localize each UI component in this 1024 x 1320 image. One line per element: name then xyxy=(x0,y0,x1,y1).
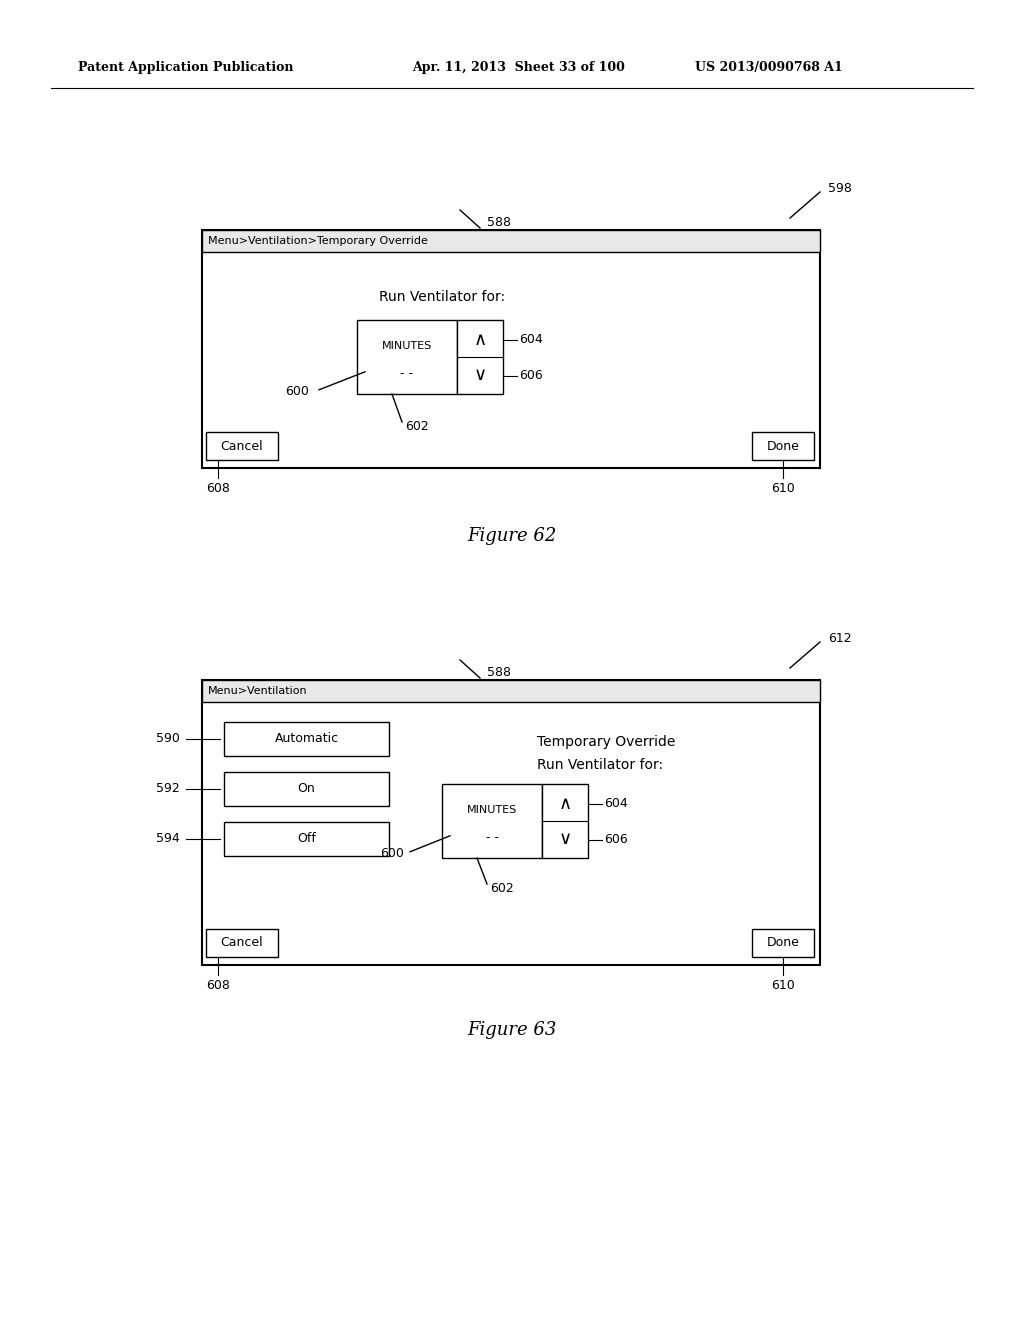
Bar xyxy=(224,822,389,855)
Text: 610: 610 xyxy=(771,482,795,495)
Bar xyxy=(206,432,278,459)
Text: Figure 63: Figure 63 xyxy=(467,1020,557,1039)
Text: 602: 602 xyxy=(490,883,514,895)
Bar xyxy=(442,784,542,858)
Text: 600: 600 xyxy=(285,385,309,399)
Text: Patent Application Publication: Patent Application Publication xyxy=(78,62,294,74)
Text: 610: 610 xyxy=(771,979,795,993)
Text: 590: 590 xyxy=(156,733,180,746)
Text: 594: 594 xyxy=(157,833,180,846)
Bar xyxy=(542,784,588,858)
Text: Figure 62: Figure 62 xyxy=(467,527,557,545)
Text: Done: Done xyxy=(767,440,800,453)
Text: MINUTES: MINUTES xyxy=(382,341,432,351)
Text: 588: 588 xyxy=(487,215,511,228)
Bar xyxy=(202,230,820,252)
Text: US 2013/0090768 A1: US 2013/0090768 A1 xyxy=(695,62,843,74)
Text: 606: 606 xyxy=(519,370,543,381)
Text: 602: 602 xyxy=(406,421,429,433)
Text: On: On xyxy=(298,783,315,796)
Text: MINUTES: MINUTES xyxy=(467,805,517,814)
Bar xyxy=(457,319,503,393)
Text: 606: 606 xyxy=(604,833,628,846)
Text: ∧: ∧ xyxy=(473,331,486,348)
Bar xyxy=(202,680,820,965)
Text: Off: Off xyxy=(297,833,316,846)
Text: Run Ventilator for:: Run Ventilator for: xyxy=(537,758,664,772)
Bar xyxy=(752,929,814,957)
Text: Cancel: Cancel xyxy=(221,936,263,949)
Text: Menu>Ventilation: Menu>Ventilation xyxy=(208,686,307,696)
Text: 612: 612 xyxy=(828,631,852,644)
Bar xyxy=(224,722,389,756)
Text: 608: 608 xyxy=(206,482,230,495)
Text: Run Ventilator for:: Run Ventilator for: xyxy=(379,290,505,304)
Text: 608: 608 xyxy=(206,979,230,993)
Bar xyxy=(206,929,278,957)
Text: Temporary Override: Temporary Override xyxy=(537,735,676,748)
Bar xyxy=(202,230,820,469)
Text: 604: 604 xyxy=(604,797,628,810)
Text: 592: 592 xyxy=(157,783,180,796)
Text: 598: 598 xyxy=(828,181,852,194)
Text: 604: 604 xyxy=(519,334,543,346)
Text: ∨: ∨ xyxy=(558,830,571,849)
Text: Menu>Ventilation>Temporary Override: Menu>Ventilation>Temporary Override xyxy=(208,236,428,246)
Text: 588: 588 xyxy=(487,665,511,678)
Text: ∨: ∨ xyxy=(473,367,486,384)
Text: Cancel: Cancel xyxy=(221,440,263,453)
Bar xyxy=(357,319,457,393)
Bar xyxy=(752,432,814,459)
Text: Apr. 11, 2013  Sheet 33 of 100: Apr. 11, 2013 Sheet 33 of 100 xyxy=(412,62,625,74)
Text: 600: 600 xyxy=(380,847,404,861)
Bar xyxy=(202,680,820,702)
Text: ∧: ∧ xyxy=(558,795,571,813)
Text: - -: - - xyxy=(400,367,414,380)
Text: Automatic: Automatic xyxy=(274,733,339,746)
Text: - -: - - xyxy=(485,830,499,843)
Text: Done: Done xyxy=(767,936,800,949)
Bar xyxy=(224,772,389,807)
